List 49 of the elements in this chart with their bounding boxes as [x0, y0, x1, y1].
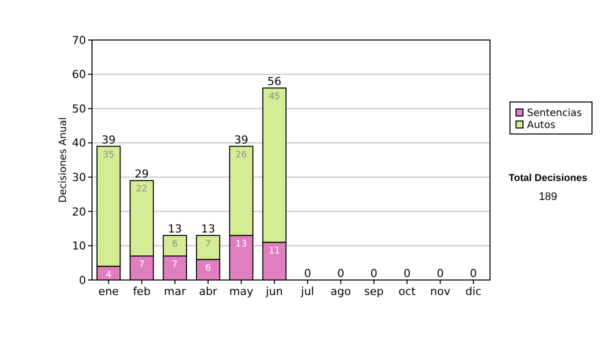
y-tick-label: 30	[72, 170, 86, 184]
x-tick-label: sep	[364, 285, 384, 298]
x-tick-label: feb	[132, 285, 151, 298]
data-label: 35	[102, 150, 114, 160]
x-tick-label: jul	[300, 285, 314, 298]
data-label: 13	[236, 239, 247, 250]
total-label: 29	[134, 168, 149, 181]
legend-label: Sentencias	[527, 108, 582, 119]
text: 189	[538, 191, 558, 203]
y-tick-label: 0	[79, 274, 86, 287]
data-label: 11	[268, 246, 280, 256]
y-axis-title: Decisiones Anual	[58, 117, 69, 203]
x-tick-label: dic	[465, 285, 482, 298]
data-label: 26	[236, 150, 248, 160]
data-label: 7	[205, 239, 211, 250]
y-tick-label: 40	[72, 136, 86, 150]
x-tick-label: nov	[430, 285, 451, 298]
y-tick-label: 50	[72, 102, 86, 116]
data-label: 22	[136, 184, 148, 195]
data-label: 4	[106, 270, 112, 280]
total-label: 0	[436, 267, 444, 280]
y-tick-label: 60	[72, 68, 86, 82]
legend-label: Autos	[527, 120, 556, 131]
total-label: 0	[304, 267, 312, 280]
x-tick-label: mar	[164, 285, 186, 298]
y-tick-label: 20	[72, 205, 86, 218]
data-label: 6	[205, 263, 212, 274]
total-label: 13	[201, 222, 216, 236]
total-label: 0	[404, 267, 411, 280]
total-label: 39	[234, 133, 248, 146]
text: Total Decisiones	[508, 173, 588, 184]
data-label: 7	[172, 260, 178, 270]
y-tick-label: 70	[72, 34, 86, 47]
x-tick-label: oct	[398, 285, 416, 298]
x-tick-label: ago	[330, 285, 352, 298]
data-label: 6	[172, 239, 178, 250]
x-tick-label: abr	[198, 285, 218, 298]
total-label: 13	[168, 222, 182, 236]
y-tick-label: 10	[72, 240, 86, 253]
data-label: 45	[268, 92, 280, 102]
total-label: 39	[102, 133, 116, 146]
total-label: 56	[267, 75, 282, 88]
x-tick-label: jun	[264, 285, 283, 298]
data-label: 7	[138, 260, 145, 270]
total-label: 0	[470, 267, 477, 280]
x-tick-label: may	[229, 285, 254, 298]
total-label: 0	[337, 267, 344, 280]
total-label: 0	[370, 267, 378, 280]
x-tick-label: ene	[98, 285, 120, 298]
